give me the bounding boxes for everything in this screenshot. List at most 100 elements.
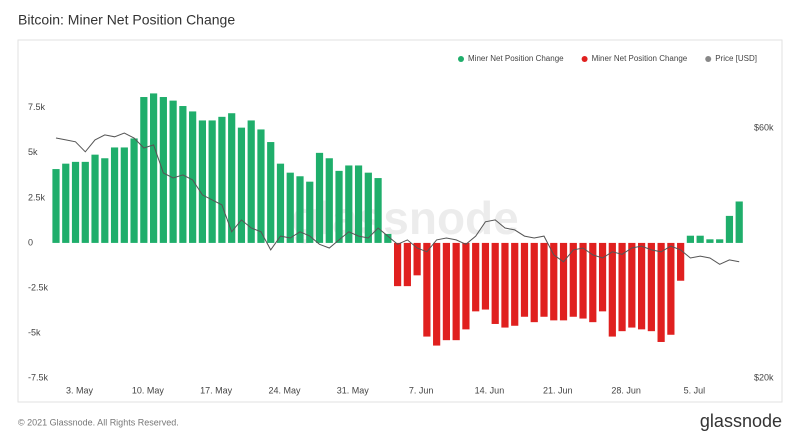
bar [237, 127, 246, 243]
y-tick-label: -7.5k [28, 372, 49, 382]
bar [140, 97, 148, 243]
bar [452, 242, 460, 341]
bar [394, 242, 402, 287]
bar [71, 161, 80, 243]
bar [403, 242, 411, 287]
x-tick-label: 3. May [66, 385, 94, 395]
x-tick-label: 24. May [268, 385, 301, 395]
bar [306, 181, 314, 243]
bar [481, 242, 490, 310]
x-tick-label: 5. Jul [684, 385, 706, 395]
bar [267, 142, 275, 243]
footer: © 2021 Glassnode. All Rights Reserved. [18, 417, 179, 427]
bar [520, 242, 529, 317]
bar [442, 242, 450, 341]
bar [364, 172, 372, 243]
bar [462, 242, 470, 330]
bar [91, 154, 99, 243]
x-tick-label: 10. May [132, 385, 165, 395]
y-tick-label: 5k [28, 147, 38, 157]
bar [511, 242, 519, 326]
bar [696, 235, 704, 243]
x-tick-label: 28. Jun [611, 385, 641, 395]
y-tick-label: 0 [28, 237, 33, 247]
x-tick-label: 21. Jun [543, 385, 573, 395]
x-tick-label: 14. Jun [475, 385, 505, 395]
bar [120, 147, 128, 243]
bar [550, 242, 558, 321]
bar [62, 163, 70, 243]
y-tick-label: 7.5k [28, 102, 46, 112]
legend-label: Miner Net Position Change [468, 54, 564, 63]
bar [101, 158, 109, 243]
bar [81, 161, 89, 243]
bar [725, 215, 734, 243]
bar [247, 120, 255, 243]
legend-label: Miner Net Position Change [592, 54, 688, 63]
bar [130, 138, 138, 243]
bar [598, 242, 607, 312]
bar [384, 233, 392, 243]
bar [559, 242, 568, 321]
bar [589, 242, 597, 323]
bar [228, 113, 236, 243]
bar [150, 93, 158, 243]
bar [491, 242, 499, 324]
bar [423, 242, 431, 337]
bar [569, 242, 577, 317]
watermark: glassnode [291, 192, 519, 244]
bar [169, 100, 177, 243]
logo: glassnode [700, 411, 782, 431]
legend-label: Price [USD] [715, 54, 757, 63]
bar [345, 165, 353, 243]
bar [540, 242, 548, 317]
chart-title: Bitcoin: Miner Net Position Change [18, 12, 235, 28]
price-line [55, 132, 740, 265]
bar [325, 158, 333, 243]
bar [257, 129, 265, 243]
x-tick-label: 31. May [337, 385, 370, 395]
bar [628, 242, 636, 328]
bar [296, 176, 304, 243]
bar [159, 97, 167, 243]
legend-swatch [458, 56, 464, 62]
y-tick-label: 2.5k [28, 192, 46, 202]
bar [638, 242, 646, 330]
x-tick-label: 17. May [200, 385, 233, 395]
bar [110, 147, 119, 243]
bar [52, 169, 60, 243]
bar [501, 242, 509, 328]
y-tick-label: -5k [28, 327, 41, 337]
bar [198, 120, 206, 243]
bar [686, 235, 694, 243]
bar [735, 201, 743, 243]
bar [208, 120, 216, 243]
x-tick-label: 7. Jun [409, 385, 434, 395]
bar [647, 242, 655, 332]
legend-swatch [705, 56, 712, 62]
bar [608, 242, 616, 337]
bar [667, 242, 675, 335]
bar [530, 242, 538, 323]
bar [374, 178, 382, 243]
bar [335, 170, 343, 243]
y2-tick-label: $20k [754, 372, 774, 382]
bar [618, 242, 626, 332]
bar [413, 242, 421, 276]
bar [657, 242, 665, 342]
legend-swatch [581, 56, 588, 62]
y-tick-label: -2.5k [28, 282, 49, 292]
bar [677, 242, 685, 281]
bar [286, 172, 294, 243]
bar [706, 239, 714, 243]
bar [354, 165, 363, 243]
bar [189, 111, 197, 243]
bar [276, 163, 285, 243]
bar [472, 242, 480, 312]
bar [315, 152, 324, 243]
bar [716, 239, 724, 243]
bar [579, 242, 587, 319]
bar [218, 116, 226, 243]
y2-tick-label: $60k [754, 122, 774, 132]
